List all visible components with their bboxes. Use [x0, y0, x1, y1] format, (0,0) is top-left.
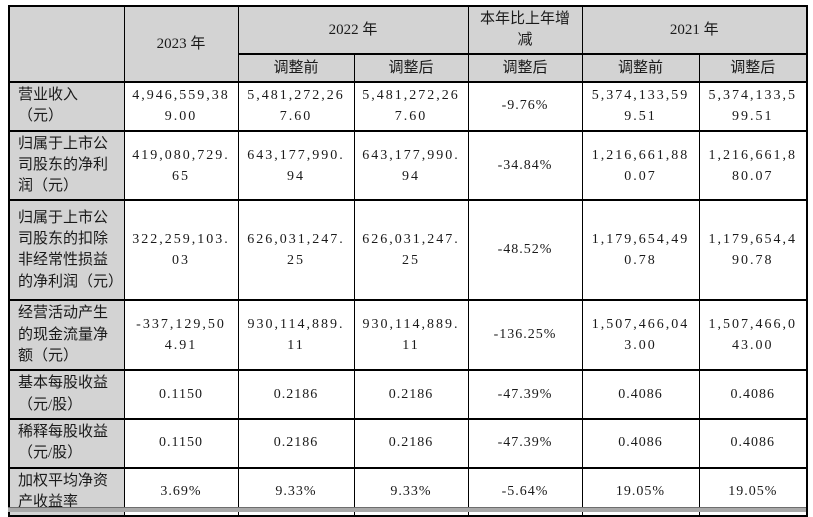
- row-label: 基本每股收益（元/股）: [8, 369, 125, 420]
- table-row-revenue: 营业收入（元） 4,946,559,389.00 5,481,272,267.6…: [8, 81, 808, 132]
- cell-2021-before: 0.4086: [581, 369, 700, 420]
- header-2023: 2023 年: [123, 5, 239, 83]
- cell-2023: 0.1150: [123, 369, 239, 420]
- header-row-adjustments: 调整前 调整后 调整后 调整前 调整后: [9, 53, 808, 83]
- cell-2022-after: 5,481,272,267.60: [353, 81, 469, 132]
- row-label: 营业收入（元）: [8, 81, 125, 132]
- cell-2022-before: 930,114,889.11: [237, 299, 355, 372]
- cell-2022-after: 626,031,247.25: [353, 199, 469, 302]
- cell-2023: 419,080,729.65: [123, 129, 239, 202]
- cell-2023: 322,259,103.03: [123, 199, 239, 302]
- header-yoy-adj-after: 调整后: [467, 53, 583, 83]
- cell-yoy: -9.76%: [467, 81, 583, 132]
- cell-2022-before: 5,481,272,267.60: [237, 81, 355, 132]
- cell-2022-before: 0.2186: [237, 417, 355, 469]
- cell-2021-before: 0.4086: [581, 417, 700, 469]
- header-2022-adj-before: 调整前: [237, 53, 355, 83]
- header-2021-adj-before: 调整前: [581, 53, 700, 83]
- cell-2022-after: 0.2186: [353, 369, 469, 420]
- cell-2022-before: 626,031,247.25: [237, 199, 355, 302]
- header-2022: 2022 年: [237, 5, 469, 55]
- row-label: 经营活动产生的现金流量净额（元）: [8, 299, 125, 372]
- header-2022-adj-after: 调整后: [353, 53, 469, 83]
- cell-2021-after: 5,374,133,599.51: [698, 81, 808, 132]
- cell-2021-before: 1,507,466,043.00: [581, 299, 700, 372]
- cell-2022-after: 930,114,889.11: [353, 299, 469, 372]
- row-label: 归属于上市公司股东的净利润（元）: [8, 129, 125, 202]
- table-row-net-profit: 归属于上市公司股东的净利润（元） 419,080,729.65 643,177,…: [8, 129, 808, 202]
- cell-2022-after: 0.2186: [353, 417, 469, 469]
- cell-2021-after: 0.4086: [698, 417, 808, 469]
- row-label: 归属于上市公司股东的扣除非经常性损益的净利润（元）: [8, 199, 125, 302]
- cell-2021-before: 1,179,654,490.78: [581, 199, 700, 302]
- next-row-cutoff-edge: [8, 507, 806, 512]
- cell-2021-after: 1,507,466,043.00: [698, 299, 808, 372]
- cell-2023: 4,946,559,389.00: [123, 81, 239, 132]
- cell-yoy: -136.25%: [467, 299, 583, 372]
- cell-2022-before: 0.2186: [237, 369, 355, 420]
- cell-2021-after: 0.4086: [698, 369, 808, 420]
- header-2021: 2021 年: [581, 5, 808, 55]
- cell-2022-after: 643,177,990.94: [353, 129, 469, 202]
- cell-2021-after: 1,216,661,880.07: [698, 129, 808, 202]
- cell-2022-before: 643,177,990.94: [237, 129, 355, 202]
- cell-2021-before: 5,374,133,599.51: [581, 81, 700, 132]
- row-label: 稀释每股收益（元/股）: [8, 417, 125, 469]
- cell-2023: -337,129,504.91: [123, 299, 239, 372]
- header-2021-adj-after: 调整后: [698, 53, 808, 83]
- table-row-net-profit-excl-nonrecurring: 归属于上市公司股东的扣除非经常性损益的净利润（元） 322,259,103.03…: [8, 199, 808, 302]
- key-financial-data-table: 2023 年 2022 年 本年比上年增减 2021 年 调整前 调整后 调整后…: [8, 5, 809, 517]
- cell-2023: 0.1150: [123, 417, 239, 469]
- cell-yoy: -47.39%: [467, 417, 583, 469]
- cell-yoy: -48.52%: [467, 199, 583, 302]
- table-row-diluted-eps: 稀释每股收益（元/股） 0.1150 0.2186 0.2186 -47.39%…: [8, 417, 808, 469]
- header-empty-cell: [8, 5, 125, 83]
- cell-2021-before: 1,216,661,880.07: [581, 129, 700, 202]
- table-row-basic-eps: 基本每股收益（元/股） 0.1150 0.2186 0.2186 -47.39%…: [8, 369, 808, 420]
- header-row-years: 2023 年 2022 年 本年比上年增减 2021 年: [8, 5, 808, 83]
- table-row-operating-cash-flow: 经营活动产生的现金流量净额（元） -337,129,504.91 930,114…: [8, 299, 808, 372]
- cell-2021-after: 1,179,654,490.78: [698, 199, 808, 302]
- header-yoy-change: 本年比上年增减: [467, 5, 583, 55]
- cell-yoy: -34.84%: [467, 129, 583, 202]
- cell-yoy: -47.39%: [467, 369, 583, 420]
